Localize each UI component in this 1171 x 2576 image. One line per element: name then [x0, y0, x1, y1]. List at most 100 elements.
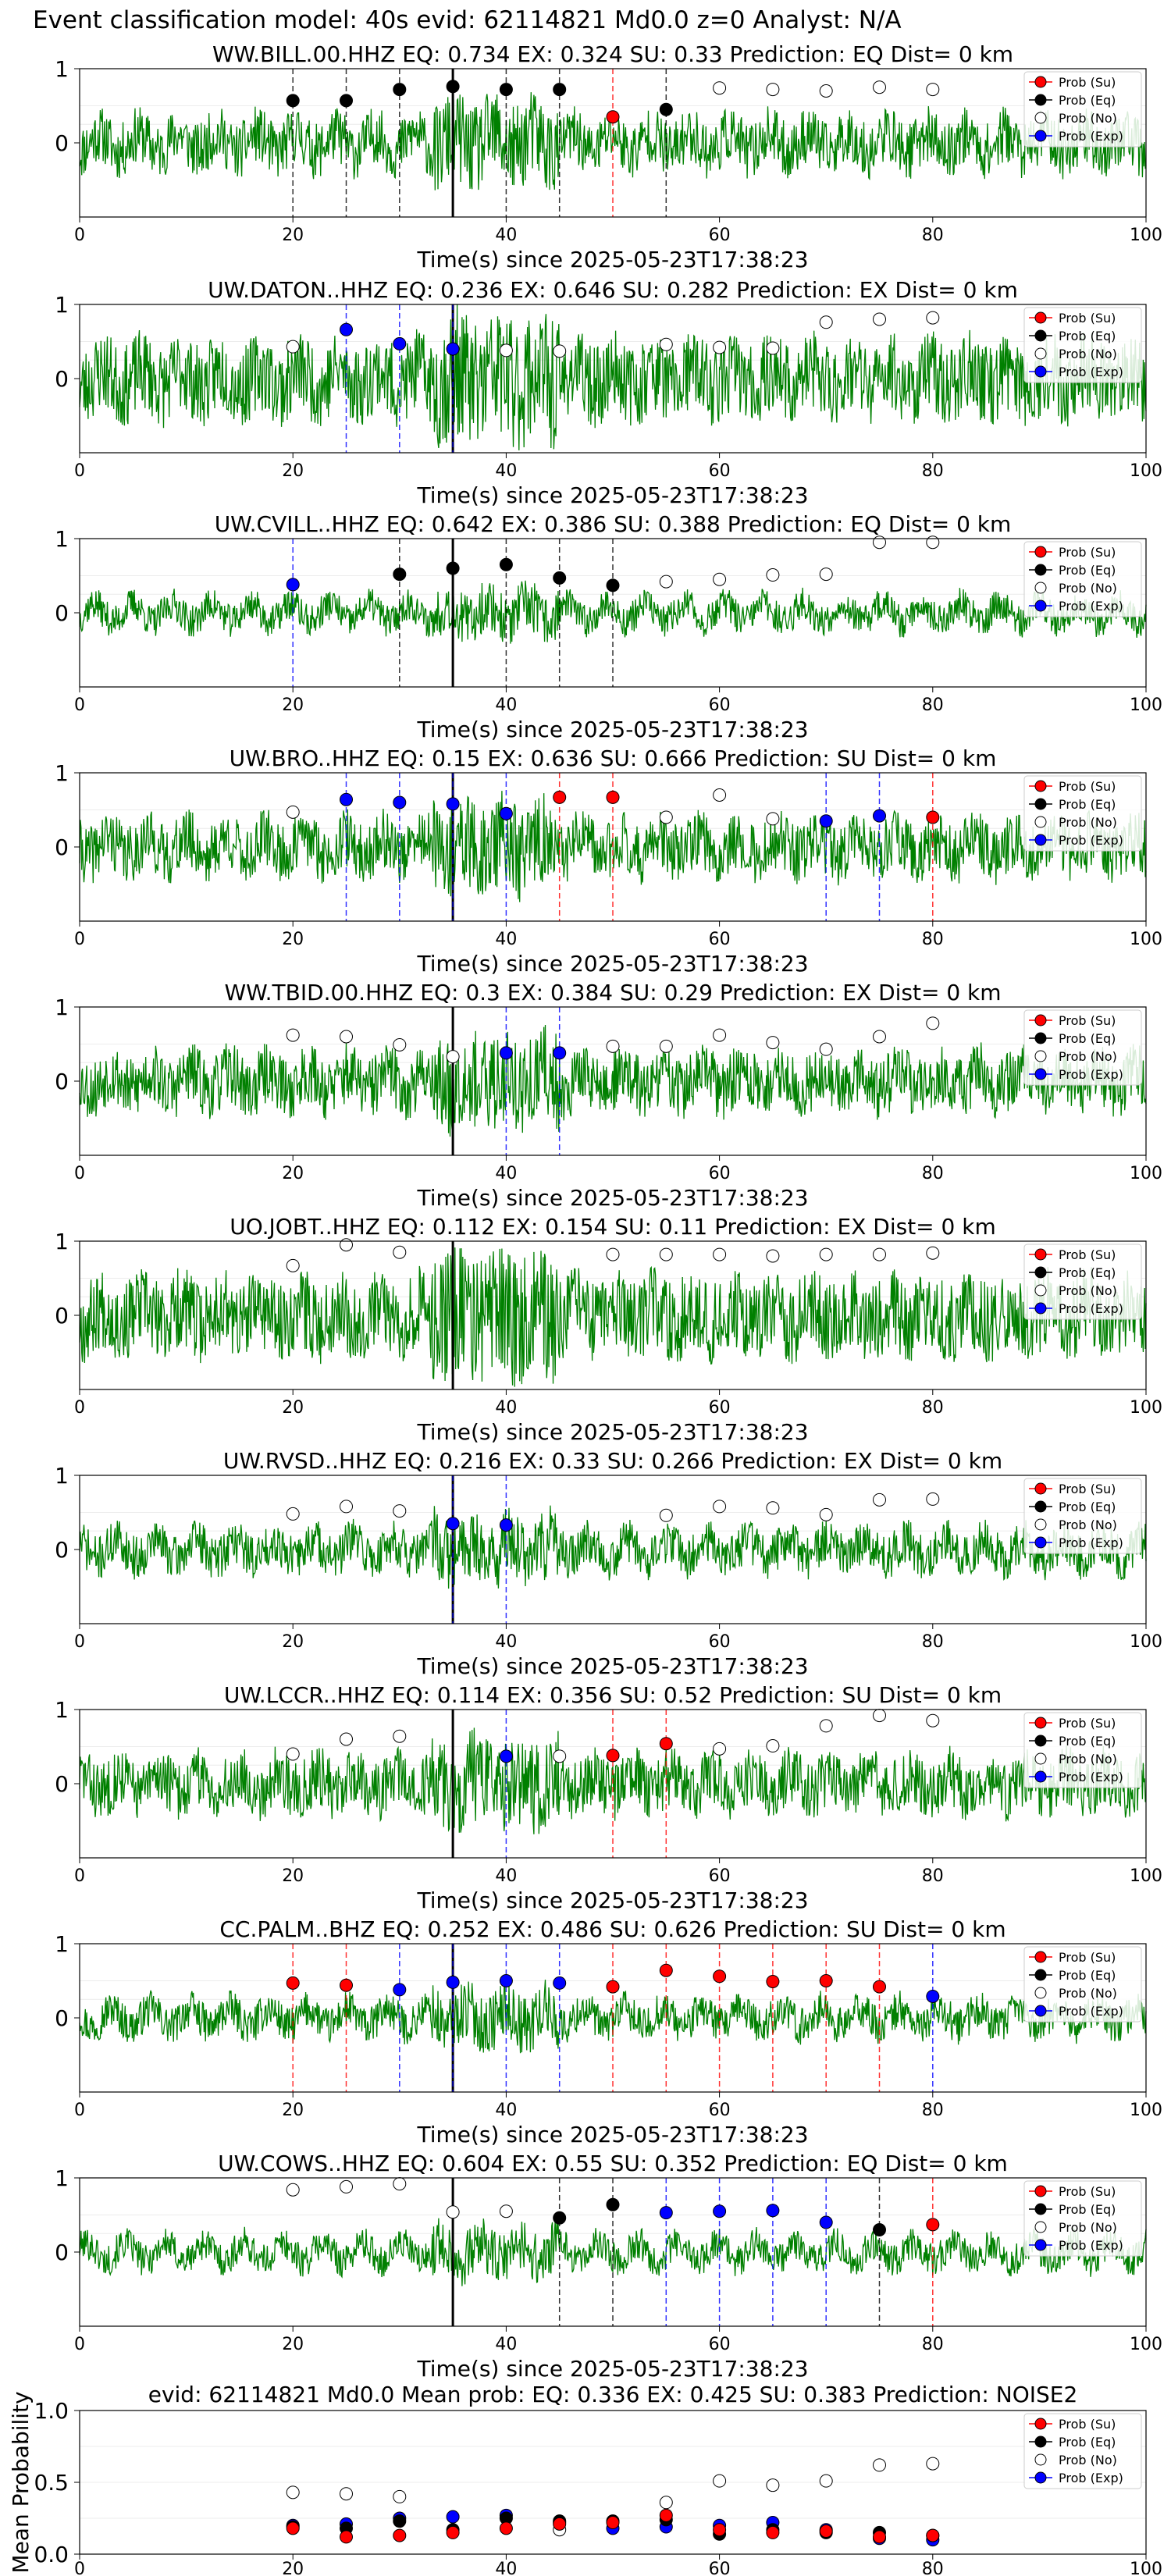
mean-prob-marker-su — [446, 2525, 460, 2539]
panel-title: CC.PALM..BHZ EQ: 0.252 EX: 0.486 SU: 0.6… — [219, 1916, 1005, 1942]
y-tick-label: 1.0 — [34, 2398, 69, 2424]
mean-prob-marker-su — [553, 2517, 567, 2531]
seismic-trace — [79, 304, 1147, 450]
x-tick-label: 0 — [74, 226, 85, 245]
legend-marker-su — [1034, 1951, 1047, 1963]
x-tick-label: 100 — [1130, 1164, 1162, 1183]
prob-marker-eq — [340, 94, 353, 108]
x-tick-label: 40 — [495, 226, 517, 245]
prob-marker-no — [340, 1030, 353, 1044]
legend: Prob (Su) Prob (Eq) Prob (No) Prob (Exp) — [1023, 2413, 1142, 2489]
x-tick-label: 60 — [709, 226, 731, 245]
legend-marker-exp — [1034, 2005, 1047, 2017]
prob-marker-no — [713, 81, 727, 95]
mean-prob-marker-su — [766, 2525, 780, 2539]
legend-marker-exp — [1034, 600, 1047, 612]
x-tick-label: 0 — [74, 1164, 85, 1183]
x-tick-label: 100 — [1130, 2560, 1162, 2576]
legend-marker-exp — [1034, 1302, 1047, 1315]
prob-marker-exp — [446, 797, 460, 811]
legend-label-no: Prob (No) — [1059, 815, 1117, 830]
legend-marker-eq — [1034, 1266, 1047, 1279]
prob-marker-no — [873, 1493, 886, 1507]
prob-marker-exp — [819, 2215, 833, 2229]
prob-marker-no — [286, 340, 300, 354]
legend-marker-eq — [1034, 1032, 1047, 1044]
prob-marker-no — [286, 1507, 300, 1521]
figure-suptitle: Event classification model: 40s evid: 62… — [33, 6, 902, 34]
panel-8: UW.LCCR..HHZ EQ: 0.114 EX: 0.356 SU: 0.5… — [55, 1682, 1162, 1913]
legend-label-su: Prob (Su) — [1059, 1482, 1116, 1496]
prob-marker-no — [286, 1747, 300, 1761]
prob-marker-eq — [499, 557, 513, 571]
prob-marker-su — [606, 1749, 620, 1763]
legend-label-su: Prob (Su) — [1059, 545, 1116, 560]
prob-marker-su — [873, 1980, 886, 1994]
prob-marker-no — [393, 1245, 407, 1259]
legend-label-su: Prob (Su) — [1059, 2417, 1116, 2432]
y-tick-label: 1 — [55, 56, 69, 82]
prob-marker-no — [926, 535, 940, 550]
prob-marker-no — [819, 315, 833, 329]
x-tick-label: 60 — [709, 930, 731, 949]
prob-marker-su — [340, 1978, 353, 1992]
prob-marker-no — [766, 83, 780, 97]
prob-marker-no — [713, 788, 727, 802]
prob-marker-no — [819, 1507, 833, 1521]
prob-marker-no — [340, 1732, 353, 1746]
mean-prob-marker-su — [393, 2528, 407, 2542]
prob-marker-no — [926, 83, 940, 97]
legend-marker-exp — [1034, 2471, 1047, 2484]
prob-marker-exp — [499, 1749, 513, 1763]
x-tick-label: 40 — [495, 1398, 517, 1418]
legend-marker-eq — [1034, 2203, 1047, 2215]
x-tick-label: 20 — [282, 2101, 304, 2120]
legend-label-su: Prob (Su) — [1059, 1716, 1116, 1731]
x-tick-label: 40 — [495, 1632, 517, 1652]
x-tick-label: 40 — [495, 2560, 517, 2576]
x-tick-label: 80 — [922, 2101, 944, 2120]
y-tick-label: 1 — [55, 994, 69, 1020]
x-tick-label: 100 — [1130, 226, 1162, 245]
prob-marker-no — [819, 1247, 833, 1261]
prob-marker-no — [926, 311, 940, 325]
legend-label-exp: Prob (Exp) — [1059, 1535, 1123, 1550]
legend-label-eq: Prob (Eq) — [1059, 1265, 1116, 1280]
x-tick-label: 20 — [282, 226, 304, 245]
legend-marker-no — [1034, 112, 1047, 124]
legend-label-eq: Prob (Eq) — [1059, 2435, 1116, 2450]
legend-label-no: Prob (No) — [1059, 1283, 1117, 1298]
x-axis-label: Time(s) since 2025-05-23T17:38:23 — [416, 247, 808, 272]
legend-marker-exp — [1034, 130, 1047, 142]
legend-label-no: Prob (No) — [1059, 581, 1117, 596]
panel-title: WW.BILL.00.HHZ EQ: 0.734 EX: 0.324 SU: 0… — [212, 41, 1013, 67]
x-axis-label: Time(s) since 2025-05-23T17:38:23 — [416, 1419, 808, 1445]
x-axis-label: Time(s) since 2025-05-23T17:38:23 — [416, 2122, 808, 2147]
mean-prob-marker-su — [286, 2521, 300, 2535]
legend-label-eq: Prob (Eq) — [1059, 1734, 1116, 1749]
prob-marker-no — [766, 1501, 780, 1515]
prob-marker-no — [446, 1050, 460, 1064]
legend-label-eq: Prob (Eq) — [1059, 1968, 1116, 1983]
x-tick-label: 60 — [709, 1866, 731, 1886]
seismic-trace — [79, 1247, 1147, 1387]
x-tick-label: 100 — [1130, 696, 1162, 715]
prob-marker-no — [286, 1258, 300, 1272]
mean-prob-marker-su — [819, 2524, 833, 2539]
prob-marker-su — [819, 1974, 833, 1987]
mean-prob-marker-su — [873, 2530, 886, 2544]
mean-prob-marker-no — [340, 2487, 353, 2501]
panel-1: WW.BILL.00.HHZ EQ: 0.734 EX: 0.324 SU: 0… — [55, 41, 1162, 272]
prob-marker-no — [873, 80, 886, 94]
prob-marker-no — [819, 1042, 833, 1056]
legend-label-exp: Prob (Exp) — [1059, 1067, 1123, 1082]
mean-prob-marker-su — [713, 2523, 727, 2537]
x-tick-label: 20 — [282, 696, 304, 715]
x-axis-label: Time(s) since 2025-05-23T17:38:23 — [416, 1185, 808, 1211]
y-tick-label: 1 — [55, 2165, 69, 2191]
panel-10: UW.COWS..HHZ EQ: 0.604 EX: 0.55 SU: 0.35… — [55, 2151, 1162, 2382]
x-tick-label: 60 — [709, 696, 731, 715]
panel-5: WW.TBID.00.HHZ EQ: 0.3 EX: 0.384 SU: 0.2… — [55, 980, 1162, 1211]
x-tick-label: 0 — [74, 2335, 85, 2354]
